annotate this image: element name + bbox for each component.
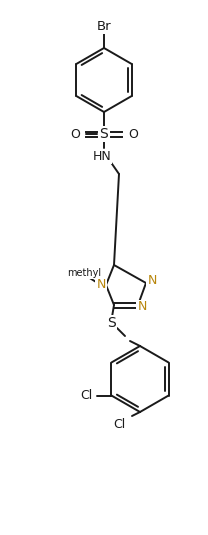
Text: S: S: [100, 127, 108, 141]
Text: HN: HN: [93, 149, 111, 163]
Text: O: O: [128, 127, 138, 141]
Text: S: S: [108, 316, 116, 330]
Text: Cl: Cl: [80, 389, 93, 402]
Text: Cl: Cl: [113, 418, 125, 432]
Text: N: N: [147, 274, 157, 287]
Text: Br: Br: [97, 19, 111, 33]
Text: N: N: [96, 279, 106, 292]
Text: N: N: [137, 301, 147, 314]
Text: O: O: [70, 127, 80, 141]
Text: methyl: methyl: [67, 268, 101, 278]
